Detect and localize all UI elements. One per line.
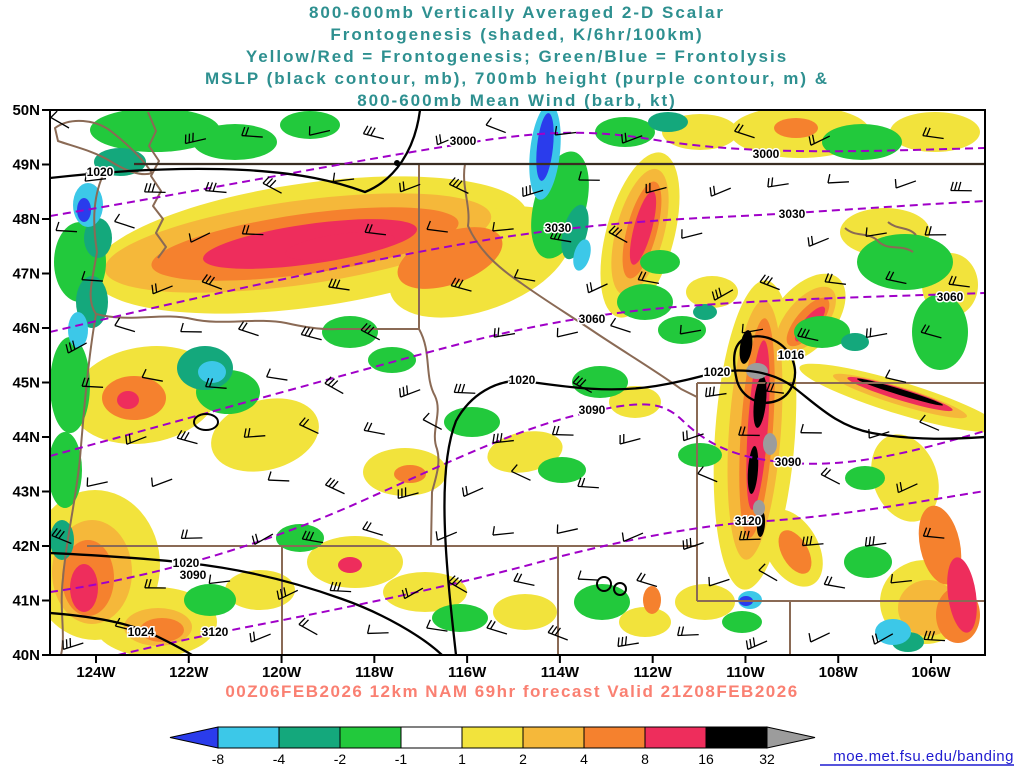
- lat-tick-label: 40N: [12, 647, 40, 664]
- lon-tick-label: 122W: [169, 664, 209, 681]
- lat-tick-label: 46N: [12, 320, 40, 337]
- lat-tick-label: 48N: [12, 211, 40, 228]
- colorbar-tick-label: 32: [759, 751, 775, 767]
- title-line-2: Frontogenesis (shaded, K/6hr/100km): [330, 25, 703, 44]
- contour-label: 1016: [778, 348, 805, 362]
- map-layers: 1020 1020 1020 1016 1020 1024 3000 3000 3030 3030…: [12, 102, 986, 767]
- contour-label: 1020: [87, 165, 114, 179]
- lon-tick-label: 106W: [911, 664, 951, 681]
- lon-tick-label: 114W: [541, 664, 580, 681]
- mslp-contours-layer: [51, 111, 984, 654]
- plot-frame: 50N 49N 48N 47N 46N 45N 44N 43N 42N 41N 40N 124W 122…: [12, 102, 986, 681]
- state-borders-layer: [54, 111, 984, 654]
- lon-tick-label: 124W: [76, 664, 116, 681]
- contour-label: 3000: [450, 134, 477, 148]
- contour-label: 1024: [128, 625, 155, 639]
- title-line-1: 800-600mb Vertically Averaged 2-D Scalar: [309, 3, 725, 22]
- contour-label: 3090: [775, 455, 802, 469]
- contour-label: 3090: [579, 403, 606, 417]
- lon-tick-label: 118W: [355, 664, 394, 681]
- colorbar-tick-label: -2: [334, 751, 347, 767]
- contour-label: 3120: [202, 625, 229, 639]
- contour-label: 1020: [509, 373, 536, 387]
- colorbar-tick-label: 1: [458, 751, 466, 767]
- contour-label: 3090: [180, 568, 207, 582]
- colorbar-tick-label: -8: [212, 751, 225, 767]
- lon-tick-label: 116W: [448, 664, 487, 681]
- contour-label: 1020: [173, 556, 200, 570]
- lat-tick-label: 42N: [12, 538, 40, 555]
- lon-tick-label: 120W: [262, 664, 302, 681]
- colorbar-tick-label: 8: [641, 751, 649, 767]
- lat-tick-label: 49N: [12, 157, 40, 174]
- contour-label: 3030: [779, 207, 806, 221]
- lon-tick-label: 108W: [819, 664, 859, 681]
- colorbar-legend: -8 -4 -2 -1 1 2 4 8 16 32: [169, 726, 816, 767]
- colorbar-tick-label: -4: [273, 751, 286, 767]
- lat-tick-label: 44N: [12, 429, 40, 446]
- colorbar-tick-label: 4: [580, 751, 588, 767]
- contour-label: 3030: [545, 221, 572, 235]
- lat-tick-label: 50N: [12, 102, 40, 119]
- colorbar-tick-label: 2: [519, 751, 527, 767]
- contour-label: 3060: [937, 290, 964, 304]
- lon-tick-label: 112W: [634, 664, 673, 681]
- contour-labels-layer: 1020 1020 1020 1016 1020 1024 3000 3000 3030 3030…: [85, 133, 965, 641]
- lat-tick-label: 45N: [12, 375, 40, 392]
- title-line-5: 800-600mb Mean Wind (barb, kt): [357, 91, 677, 110]
- title-line-4: MSLP (black contour, mb), 700mb height (…: [205, 69, 829, 88]
- contour-label: 3000: [753, 147, 780, 161]
- footer-validity-text: 00Z06FEB2026 12km NAM 69hr forecast Vali…: [225, 682, 798, 701]
- lat-tick-label: 41N: [12, 593, 40, 610]
- colorbar-tick-label: 16: [698, 751, 714, 767]
- wind-barbs-layer: [51, 111, 972, 651]
- lon-tick-label: 110W: [726, 664, 765, 681]
- contour-label: 3120: [735, 514, 762, 528]
- contour-label: 1020: [704, 365, 731, 379]
- contour-label: 3060: [579, 312, 606, 326]
- colorbar-tick-label: -1: [395, 751, 408, 767]
- lat-tick-label: 43N: [12, 484, 40, 501]
- title-line-3: Yellow/Red = Frontogenesis; Green/Blue =…: [246, 47, 788, 66]
- site-link[interactable]: moe.met.fsu.edu/banding: [833, 748, 1014, 765]
- lat-tick-label: 47N: [12, 266, 40, 283]
